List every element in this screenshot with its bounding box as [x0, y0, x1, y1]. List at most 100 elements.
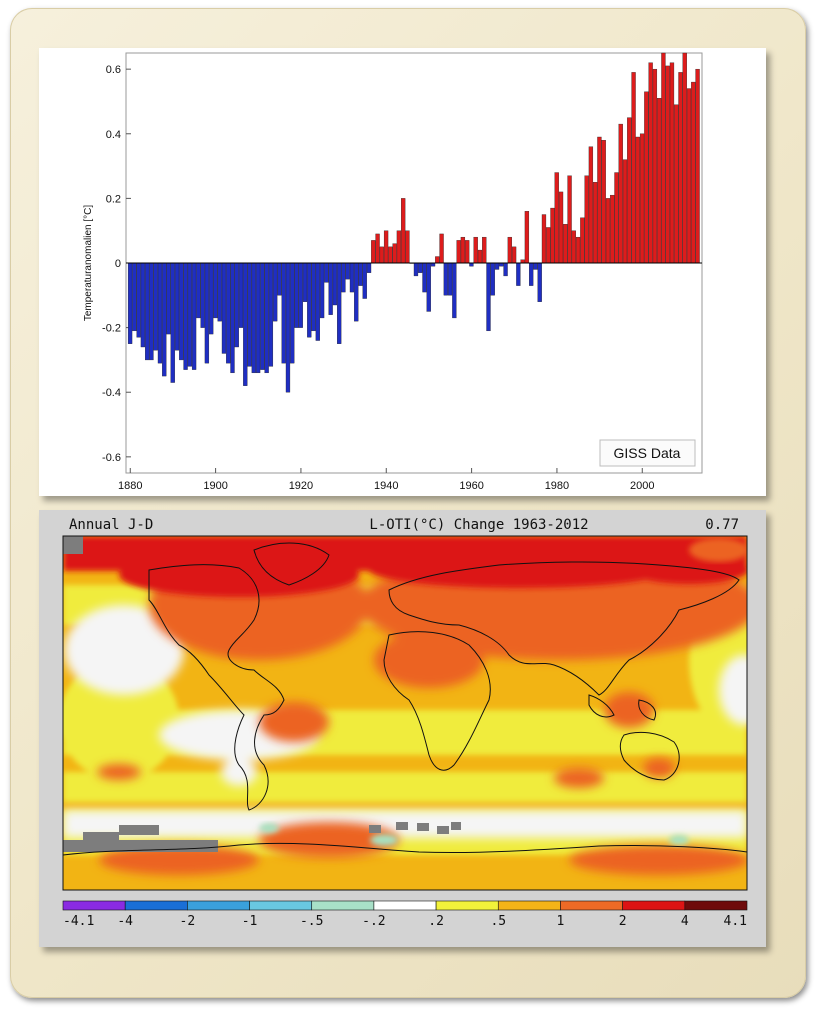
anomaly-bar — [558, 191, 564, 264]
anomaly-bar — [422, 262, 427, 293]
anomaly-bar — [460, 236, 466, 264]
anomaly-bar — [392, 243, 397, 264]
y-tick-label: -0.6 — [102, 452, 121, 464]
x-tick-label: 1920 — [289, 480, 313, 492]
y-tick-label: 0.6 — [106, 64, 121, 76]
anomaly-bar — [226, 262, 231, 364]
x-tick-label: 1900 — [203, 480, 227, 492]
anomaly-bar — [132, 262, 137, 332]
anomaly-bar — [388, 246, 393, 264]
anomaly-bar — [345, 262, 350, 280]
y-tick-label: 0 — [115, 258, 121, 270]
anomaly-bar — [456, 240, 461, 264]
anomaly-bar — [255, 262, 261, 374]
anomaly-bar — [443, 262, 448, 296]
anomaly-bar — [486, 262, 491, 332]
anomaly-bar — [678, 72, 683, 264]
legend-tick-label: 2 — [619, 914, 627, 929]
anomaly-bar — [452, 262, 457, 319]
anomaly-bar — [413, 262, 419, 277]
legend-tick-label: -.2 — [362, 914, 385, 929]
giss-data-box — [599, 439, 696, 467]
anomaly-bar — [217, 262, 222, 322]
anomaly-bar — [597, 136, 602, 264]
anomaly-bar — [315, 262, 320, 341]
legend-swatch — [187, 900, 250, 911]
anomaly-bar — [635, 136, 640, 264]
anomaly-bar — [511, 246, 517, 264]
anomaly-bar — [324, 262, 329, 283]
anomaly-bar — [405, 230, 410, 264]
anomaly-bar — [473, 236, 478, 264]
anomaly-bar — [379, 246, 384, 264]
anomaly-bar — [153, 262, 158, 351]
legend-swatch — [560, 900, 623, 911]
anomaly-bar — [439, 233, 444, 264]
anomaly-bar — [234, 262, 239, 348]
anomaly-bar — [691, 81, 696, 264]
anomaly-bar — [533, 262, 538, 270]
y-tick-label: -0.2 — [102, 323, 121, 335]
anomaly-bar — [567, 175, 572, 264]
x-tick-label: 2000 — [630, 480, 654, 492]
anomaly-bar — [482, 236, 487, 264]
legend-swatch — [684, 900, 748, 911]
anomaly-bar — [285, 262, 291, 393]
anomaly-bar — [396, 230, 402, 264]
anomaly-bar — [127, 262, 133, 344]
anomaly-bar — [349, 262, 355, 293]
x-tick-label: 1940 — [374, 480, 398, 492]
anomaly-bar — [465, 240, 470, 264]
anomaly-bar — [657, 98, 662, 264]
anomaly-bar — [307, 262, 312, 338]
anomaly-bar — [268, 262, 274, 367]
anomaly-bar — [200, 262, 205, 328]
legend-swatch — [249, 900, 313, 911]
anomaly-bar — [695, 68, 700, 264]
anomaly-bar — [145, 262, 150, 361]
anomaly-bar — [627, 117, 632, 264]
anomaly-bar — [281, 262, 286, 364]
temperature-anomaly-panel: -0.6 -0.4 -0.2 0 0.2 0.4 0.6 1880 1900 1920 1940 1… — [39, 48, 766, 496]
x-tick-label: 1980 — [545, 480, 569, 492]
anomaly-bar — [170, 262, 175, 383]
anomaly-bar — [563, 224, 568, 264]
legend-swatch — [622, 900, 686, 911]
x-tick-label: 1960 — [459, 480, 483, 492]
anomaly-bar — [686, 88, 692, 264]
anomaly-bar — [209, 262, 214, 335]
anomaly-bar — [418, 262, 423, 273]
legend-swatch — [435, 900, 499, 911]
anomaly-bar — [614, 172, 619, 264]
anomaly-bar — [648, 62, 653, 264]
anomaly-bar — [426, 262, 431, 312]
anomaly-bar — [503, 262, 508, 277]
anomaly-bar — [213, 262, 218, 319]
anomaly-bar — [584, 175, 589, 264]
y-tick-label: -0.4 — [102, 387, 121, 399]
anomaly-bar — [541, 214, 547, 264]
y-tick-label: 0.2 — [106, 193, 121, 205]
anomaly-bar — [580, 217, 585, 264]
anomaly-bar — [601, 140, 606, 264]
legend-swatch — [62, 900, 126, 911]
anomaly-bar — [319, 262, 325, 319]
anomaly-bar — [669, 62, 675, 264]
anomaly-bar — [174, 262, 180, 351]
legend-swatch — [373, 900, 437, 911]
anomaly-bar — [354, 262, 359, 322]
legend-swatch — [311, 900, 375, 911]
anomaly-bar — [358, 262, 363, 286]
legend-tick-label: 4.1 — [724, 914, 747, 929]
anomaly-bar — [435, 256, 440, 264]
anomaly-bar — [550, 207, 555, 264]
anomaly-bar — [136, 262, 141, 338]
anomaly-bar — [337, 262, 342, 344]
anomaly-bar — [191, 262, 197, 370]
anomaly-bar — [311, 262, 316, 332]
anomaly-bar — [290, 262, 295, 364]
anomaly-bar — [196, 262, 201, 319]
anomaly-bar — [401, 198, 406, 264]
anomaly-bar — [362, 262, 367, 299]
anomaly-bar — [571, 230, 576, 264]
